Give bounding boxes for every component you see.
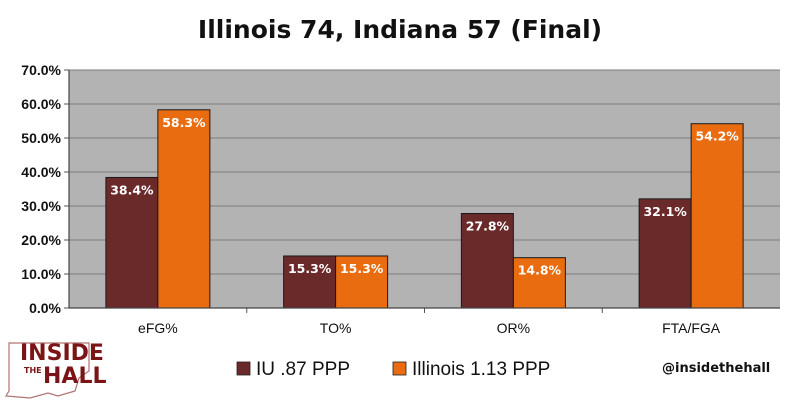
data-label: 15.3% (288, 261, 332, 276)
logo-the: THE (24, 366, 42, 375)
indiana-state-outline (4, 342, 90, 399)
legend-swatch-illinois (392, 361, 407, 376)
y-tick-label: 60.0% (21, 96, 61, 112)
inside-the-hall-logo: INSIDE THE HALL (4, 341, 106, 399)
bar-iu (105, 176, 159, 309)
data-label: 58.3% (162, 115, 206, 130)
data-labels: 38.4% 58.3% 15.3% 15.3% 27.8% 14.8% 32.1% 54.2% (110, 115, 739, 278)
data-label: 32.1% (643, 204, 687, 219)
legend-label-iu: IU .87 PPP (256, 359, 350, 380)
data-label: 14.8% (518, 263, 562, 278)
y-tick-label: 10.0% (21, 266, 61, 282)
axes (68, 70, 780, 313)
logo-inside: INSIDE (20, 341, 104, 366)
x-category-label: OR% (497, 320, 530, 336)
y-tick-label: 50.0% (21, 130, 61, 146)
y-axis-ticks: 0.0% 10.0% 20.0% 30.0% 40.0% 50.0% 60.0% 70.0% (21, 62, 69, 316)
logo-hall: HALL (43, 364, 106, 389)
bar-illinois (690, 123, 744, 309)
x-category-label: eFG% (138, 320, 178, 336)
y-tick-label: 30.0% (21, 198, 61, 214)
legend: IU .87 PPP Illinois 1.13 PPP (236, 359, 550, 380)
bars (105, 109, 744, 309)
bar-illinois (157, 109, 211, 309)
bar-illinois (512, 257, 566, 309)
y-tick-label: 40.0% (21, 164, 61, 180)
y-tick-label: 20.0% (21, 232, 61, 248)
y-tick-label: 0.0% (29, 300, 61, 316)
chart-title: Illinois 74, Indiana 57 (Final) (198, 15, 602, 44)
y-tick-label: 70.0% (21, 62, 61, 78)
legend-swatch-iu (236, 361, 251, 376)
x-axis-categories: eFG% TO% OR% FTA/FGA (138, 320, 721, 336)
x-category-label: TO% (320, 320, 352, 336)
data-label: 27.8% (466, 218, 510, 233)
twitter-handle: @insidethehall (662, 361, 770, 376)
legend-label-illinois: Illinois 1.13 PPP (412, 359, 550, 380)
data-label: 54.2% (695, 129, 739, 144)
data-label: 38.4% (110, 182, 154, 197)
x-category-label: FTA/FGA (662, 320, 721, 336)
data-label: 15.3% (340, 261, 384, 276)
bar-illinois (335, 255, 389, 309)
